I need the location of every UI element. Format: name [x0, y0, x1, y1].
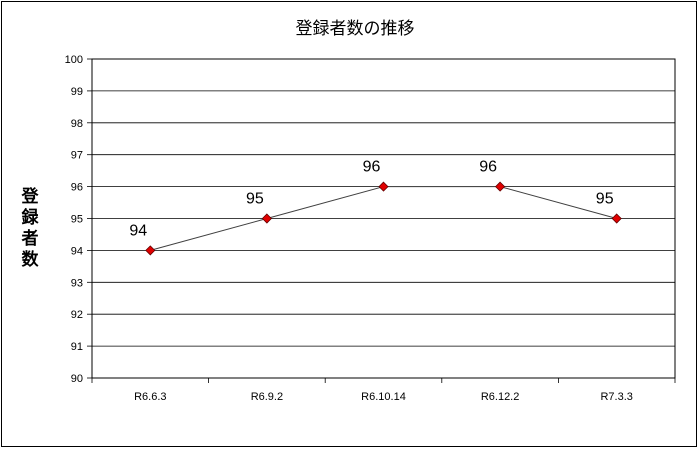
y-axis-label: 登録者数 [21, 186, 40, 270]
data-label: 94 [129, 222, 147, 239]
x-tick-label: R6.12.2 [481, 391, 520, 403]
y-tick-label: 92 [71, 309, 83, 321]
y-tick-label: 98 [71, 118, 83, 130]
x-tick-label: R7.3.3 [600, 391, 632, 403]
data-point-marker [378, 181, 389, 192]
y-tick-label: 96 [71, 182, 83, 194]
data-point-marker [611, 213, 622, 224]
chart-title: 登録者数の推移 [296, 19, 415, 39]
gridlines [92, 58, 675, 379]
series-markers [145, 181, 622, 256]
y-axis-label-char: 数 [22, 249, 40, 270]
y-axis-ticks: 90 91 92 93 94 95 96 97 98 99 100 [65, 54, 92, 385]
data-label: 96 [363, 159, 381, 176]
data-label: 95 [246, 191, 264, 208]
y-tick-label: 94 [71, 245, 83, 257]
x-tick-label: R6.10.14 [361, 391, 406, 403]
data-point-marker [145, 245, 156, 256]
x-tick-label: R6.6.3 [134, 391, 166, 403]
data-label: 95 [596, 191, 614, 208]
x-axis-ticks: R6.6.3 R6.9.2 R6.10.14 R6.12.2 R7.3.3 [91, 378, 676, 403]
y-tick-label: 91 [71, 341, 83, 353]
data-point-marker [495, 181, 506, 192]
y-tick-label: 97 [71, 150, 83, 162]
y-axis-label-char: 録 [22, 207, 40, 228]
data-label: 96 [479, 159, 497, 176]
y-tick-label: 95 [71, 214, 83, 226]
x-tick-label: R6.9.2 [251, 391, 283, 403]
y-axis-label-char: 登 [21, 186, 40, 207]
y-tick-label: 93 [71, 277, 83, 289]
y-tick-label: 100 [65, 54, 83, 66]
y-tick-label: 90 [71, 373, 83, 385]
data-point-marker [261, 213, 272, 224]
y-axis-label-char: 者 [21, 228, 39, 249]
y-tick-label: 99 [71, 86, 83, 98]
data-labels: 94 95 96 96 95 [129, 159, 613, 240]
